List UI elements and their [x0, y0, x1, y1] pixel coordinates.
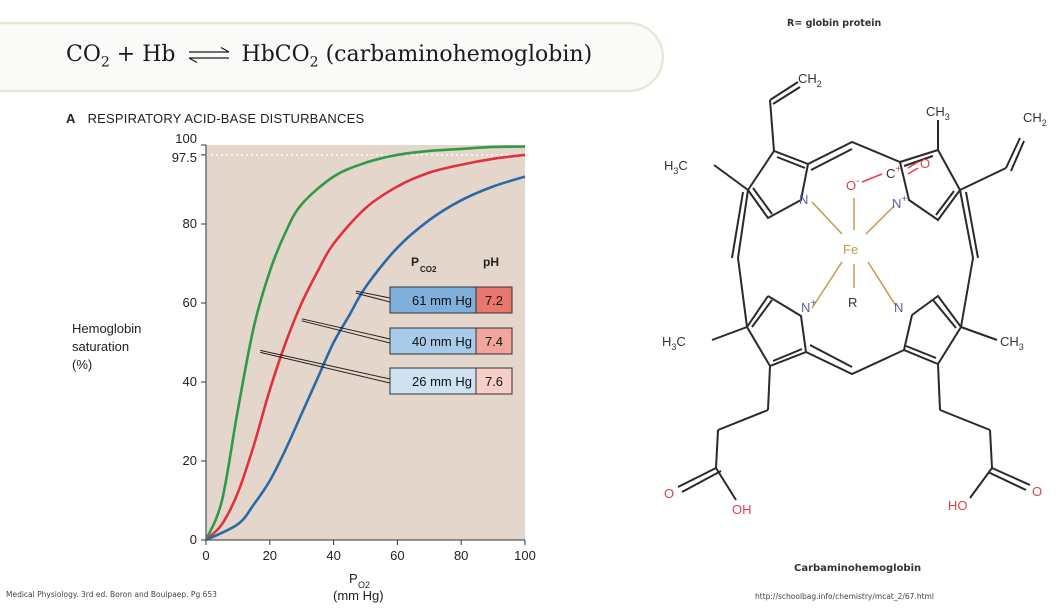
equation-reactant1: CO [66, 42, 101, 67]
ch3-right-label: CH3 [1000, 334, 1024, 352]
equation-reactant2: Hb [142, 42, 176, 67]
y-tick-label: 100 [175, 131, 197, 146]
legend-ph-box [475, 367, 513, 395]
y-axis-label-line: (%) [72, 357, 93, 372]
citation-left: Medical Physiology. 3rd ed. Boron and Bo… [6, 590, 217, 599]
legend-pco2-value: 61 mm Hg [412, 293, 472, 308]
oh-left-label: OH [732, 502, 752, 517]
legend-pco2-value: 26 mm Hg [412, 374, 472, 389]
legend-header-pco2: P [411, 255, 419, 269]
legend-header-ph: pH [483, 255, 499, 269]
n-bottom-right-label: N [894, 300, 903, 315]
y-axis-label: Hemoglobin saturation (%) [72, 320, 141, 374]
legend-leader [301, 320, 391, 344]
atom-labels: CH2 CH3 CH2 H3C H3C CH3 N N+ N+ N Fe R O… [662, 71, 1047, 517]
y-axis-label-line: saturation [72, 339, 130, 354]
x-axis-label-sub: O2 [358, 580, 370, 590]
y-tick-label: 80 [183, 216, 197, 231]
h3c-left-top-label: H3C [664, 158, 688, 176]
y-axis-label-line: Hemoglobin [72, 321, 142, 336]
equation-reactant1-sub: 2 [100, 54, 110, 71]
molecule-title: R= globin protein [787, 18, 882, 29]
legend-leader [260, 351, 391, 384]
legend-leader [301, 318, 391, 340]
equation-product-sub: 2 [309, 54, 319, 71]
legend-pco2-box [389, 367, 477, 395]
equation-product-name: (carbaminohemoglobin) [325, 42, 593, 67]
legend-ph-value: 7.4 [485, 334, 503, 349]
n-bottom-left-label: N+ [801, 298, 816, 315]
legend-leader [355, 292, 391, 303]
ch2-top-label: CH2 [798, 71, 822, 89]
green-curve [204, 145, 526, 541]
ch2-right-label: CH2 [1023, 110, 1047, 128]
r-label: R [848, 295, 857, 310]
h3c-left-bottom-label: H3C [662, 334, 686, 352]
legend-leader [260, 349, 391, 380]
blue-curve [205, 175, 526, 542]
x-tick-label: 80 [454, 548, 468, 563]
y-tick-label: 60 [183, 295, 197, 310]
x-tick-label: 60 [390, 548, 404, 563]
x-tick-label: 0 [202, 548, 209, 563]
x-axis-label-unit: (mm Hg) [333, 588, 384, 603]
x-axis-label-main: P [349, 571, 358, 586]
fe-coordination-bonds [811, 198, 897, 309]
o-acid-right-label: O [1032, 484, 1042, 499]
y-tick-label: 20 [183, 453, 197, 468]
legend-pco2-value: 40 mm Hg [412, 334, 472, 349]
x-tick-label: 40 [326, 548, 340, 563]
legend-header-pco2-sub: CO2 [420, 265, 437, 274]
x-tick-label: 100 [514, 548, 536, 563]
equation-product: HbCO [241, 42, 310, 67]
fe-label: Fe [843, 242, 858, 257]
porphyrin-skeleton [677, 81, 1031, 501]
o-carbonyl-label: O [920, 156, 930, 171]
citation-right: http://schoolbag.info/chemistry/mcat_2/6… [755, 592, 934, 601]
y-tick-label: 0 [190, 532, 197, 547]
equation-banner [0, 22, 664, 92]
legend-leader [355, 290, 391, 299]
panel-title-text: RESPIRATORY ACID-BASE DISTURBANCES [87, 111, 365, 126]
molecule-caption: Carbaminohemoglobin [794, 563, 922, 574]
legend-ph-value: 7.6 [485, 374, 503, 389]
x-tick-label: 20 [263, 548, 277, 563]
legend-ph-value: 7.2 [485, 293, 503, 308]
panel-letter: A [66, 111, 76, 126]
n-top-left-label: N [799, 192, 808, 207]
carbamino-bonds [861, 161, 919, 183]
red-curve [205, 153, 526, 541]
legend-ph-box [475, 286, 513, 314]
panel-title: A RESPIRATORY ACID-BASE DISTURBANCES [66, 111, 364, 126]
legend-ph-box [475, 327, 513, 355]
ho-right-label: HO [948, 498, 968, 513]
o-acid-left-label: O [664, 486, 674, 501]
carbaminohemoglobin-structure: CH2 CH3 CH2 H3C H3C CH3 N N+ N+ N Fe R O… [662, 71, 1047, 517]
ch3-top-label: CH3 [926, 104, 950, 122]
equation: CO2 + Hb HbCO2 (carbaminohemoglobin) [66, 42, 592, 70]
equation-plus: + [116, 42, 136, 67]
equilibrium-arrow-icon [188, 47, 229, 63]
y-tick-label: 97.5 [172, 150, 197, 165]
o-minus-label: O- [846, 176, 859, 193]
n-top-right-label: N+ [892, 194, 907, 211]
y-tick-label: 40 [183, 374, 197, 389]
c-plus-label: C+ [886, 164, 901, 181]
